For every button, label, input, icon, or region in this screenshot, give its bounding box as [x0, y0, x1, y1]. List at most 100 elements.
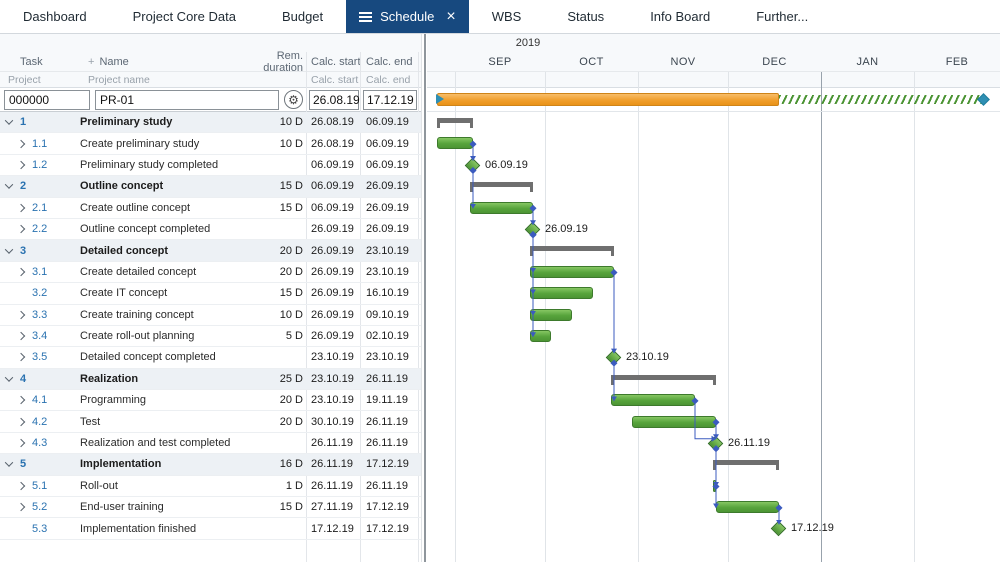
task-bar-3.1[interactable] [530, 265, 614, 278]
task-id: 2.1 [32, 201, 48, 214]
column-header-duration[interactable]: Rem. duration [263, 49, 303, 74]
summary-bar-5[interactable] [713, 460, 779, 471]
summary-bar-4[interactable] [611, 374, 716, 385]
add-column-icon[interactable]: + [88, 55, 95, 68]
expand-icon[interactable] [16, 502, 26, 512]
task-row-2[interactable]: 2 Outline concept 15 D 06.09.19 26.09.19 [0, 176, 421, 198]
task-name: Preliminary study [80, 116, 173, 129]
column-header-calc-end[interactable]: Calc. end [366, 55, 413, 68]
task-row-3[interactable]: 3 Detailed concept 20 D 26.09.19 23.10.19 [0, 240, 421, 262]
project-calc-start-field[interactable]: 26.08.19 [309, 89, 360, 110]
project-calc-end-field[interactable]: 17.12.19 [363, 89, 417, 110]
expand-icon[interactable] [16, 203, 26, 212]
expand-icon[interactable] [16, 139, 26, 148]
milestone-diamond-1.2[interactable] [464, 157, 481, 173]
expand-icon[interactable] [16, 310, 26, 319]
close-tab-icon[interactable]: × [446, 7, 456, 25]
task-row-4[interactable]: 4 Realization 25 D 23.10.19 26.11.19 [0, 368, 421, 391]
task-calc-end: 26.11.19 [366, 479, 409, 492]
task-row-2.1[interactable]: 2.1 Create outline concept 15 D 06.09.19 26.… [0, 198, 421, 219]
project-settings-button[interactable]: ⚙ [284, 90, 303, 109]
milestone-diamond-5.3[interactable] [770, 521, 787, 537]
task-bar-3.2[interactable] [530, 287, 593, 300]
menu-icon[interactable] [359, 11, 373, 22]
task-calc-start: 30.10.19 [311, 415, 354, 428]
task-rows: 1 Preliminary study 10 D 26.08.19 06.09.19 1.… [0, 52, 421, 562]
nav-tab-status[interactable]: Status [544, 0, 627, 33]
nav-tab-project-core-data[interactable]: Project Core Data [110, 0, 259, 33]
task-calc-start: 06.09.19 [311, 201, 354, 214]
task-calc-start: 26.09.19 [311, 265, 354, 278]
milestone-diamond-2.2[interactable] [524, 221, 541, 237]
task-row-4.2[interactable]: 4.2 Test 20 D 30.10.19 26.11.19 [0, 411, 421, 433]
task-bar-3.3[interactable] [530, 308, 572, 321]
task-bar-4.2[interactable] [632, 415, 716, 428]
expand-icon[interactable] [16, 438, 26, 448]
nav-tab-budget[interactable]: Budget [259, 0, 346, 33]
task-row-1.1[interactable]: 1.1 Create preliminary study 10 D 26.08.19 0… [0, 133, 421, 155]
collapse-icon[interactable] [4, 180, 14, 190]
summary-bar-1[interactable] [437, 118, 473, 128]
timeline-month-label: JAN [856, 56, 879, 68]
nav-tab-dashboard[interactable]: Dashboard [0, 0, 110, 33]
task-calc-end: 26.09.19 [366, 201, 409, 214]
collapse-icon[interactable] [4, 244, 14, 254]
task-row-4.1[interactable]: 4.1 Programming 20 D 23.10.19 19.11.19 [0, 390, 421, 412]
column-header-name-label: Name [99, 55, 129, 68]
gantt-pane: 2019 SEP OCT NOV DEC JAN FEB 06.09.19 26.09.19… [427, 34, 1000, 562]
task-bar-2.1[interactable] [470, 201, 533, 214]
expand-icon[interactable] [16, 267, 26, 277]
summary-bar-2[interactable] [470, 182, 533, 193]
task-row-3.2[interactable]: 3.2 Create IT concept 15 D 26.09.19 16.10.19 [0, 283, 421, 305]
project-bar[interactable] [437, 93, 779, 106]
collapse-icon[interactable] [4, 116, 14, 126]
milestone-diamond-3.5[interactable] [605, 349, 622, 366]
expand-icon[interactable] [16, 331, 26, 341]
summary-bar-3[interactable] [530, 246, 614, 257]
task-calc-start: 26.11.19 [311, 479, 354, 492]
task-row-1.2[interactable]: 1.2 Preliminary study completed 06.09.19 06… [0, 155, 421, 177]
collapse-icon[interactable] [4, 458, 14, 468]
task-bar-1.1[interactable] [437, 137, 473, 150]
task-calc-end: 23.10.19 [366, 351, 409, 364]
task-row-3.5[interactable]: 3.5 Detailed concept completed 23.10.19 23.… [0, 347, 421, 369]
expand-icon[interactable] [16, 396, 26, 405]
collapse-icon[interactable] [4, 373, 14, 382]
task-row-5.3[interactable]: 5.3 Implementation finished 17.12.19 17.12.… [0, 518, 421, 540]
task-row-5.2[interactable]: 5.2 End-user training 15 D 27.11.19 17.12.19 [0, 497, 421, 519]
expand-icon[interactable] [16, 224, 26, 234]
dependency-links [469, 140, 783, 525]
task-row-5.1[interactable]: 5.1 Roll-out 1 D 26.11.19 26.11.19 [0, 476, 421, 498]
column-header-calc-start[interactable]: Calc. start [311, 55, 361, 68]
project-row: ⚙ 26.08.19 17.12.19 [0, 88, 421, 112]
task-row-5[interactable]: 5 Implementation 16 D 26.11.19 17.12.19 [0, 454, 421, 476]
task-bar-5.2[interactable] [716, 501, 779, 514]
task-bar-5.1[interactable] [713, 479, 716, 492]
column-header-name[interactable]: + Name [80, 56, 235, 68]
task-row-3.1[interactable]: 3.1 Create detailed concept 20 D 26.09.19 23… [0, 262, 421, 284]
task-row-2.2[interactable]: 2.2 Outline concept completed 26.09.19 26.0… [0, 219, 421, 241]
expand-icon[interactable] [16, 160, 26, 170]
task-bar-4.1[interactable] [611, 394, 695, 407]
task-bar-3.4[interactable] [530, 330, 551, 342]
nav-tab-further[interactable]: Further... [733, 0, 831, 33]
task-row-4.3[interactable]: 4.3 Realization and test completed 26.11.1… [0, 433, 421, 455]
task-row-3.4[interactable]: 3.4 Create roll-out planning 5 D 26.09.19 02… [0, 326, 421, 348]
task-id: 3 [20, 244, 27, 257]
nav-tab-wbs[interactable]: WBS [469, 0, 545, 33]
project-number-input[interactable] [4, 89, 90, 110]
nav-tab-info-board[interactable]: Info Board [627, 0, 733, 33]
expand-icon[interactable] [16, 417, 26, 426]
expand-icon[interactable] [16, 481, 26, 491]
project-name-input[interactable] [95, 89, 279, 110]
pane-splitter[interactable] [421, 34, 427, 562]
task-duration: 15 D [279, 287, 303, 300]
milestone-diamond-4.3[interactable] [707, 435, 724, 451]
nav-tab-schedule[interactable]: Schedule × [346, 0, 469, 33]
task-row-3.3[interactable]: 3.3 Create training concept 10 D 26.09.19 09… [0, 305, 421, 326]
column-header-task[interactable]: Task [20, 55, 43, 68]
task-row-1[interactable]: 1 Preliminary study 10 D 26.08.19 06.09.19 [0, 112, 421, 134]
task-calc-start: 26.09.19 [311, 330, 354, 343]
expand-icon[interactable] [16, 353, 26, 362]
